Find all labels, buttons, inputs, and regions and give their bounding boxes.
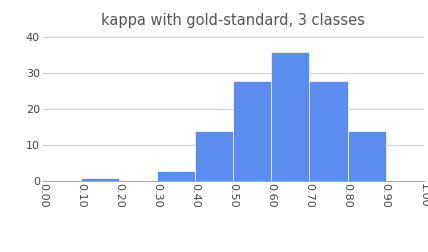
Bar — [157, 171, 195, 181]
Title: kappa with gold-standard, 3 classes: kappa with gold-standard, 3 classes — [101, 13, 365, 28]
Bar — [81, 178, 119, 181]
Bar — [271, 52, 309, 181]
Bar — [309, 81, 348, 181]
Bar — [348, 131, 386, 181]
Bar — [233, 81, 271, 181]
Bar — [195, 131, 233, 181]
